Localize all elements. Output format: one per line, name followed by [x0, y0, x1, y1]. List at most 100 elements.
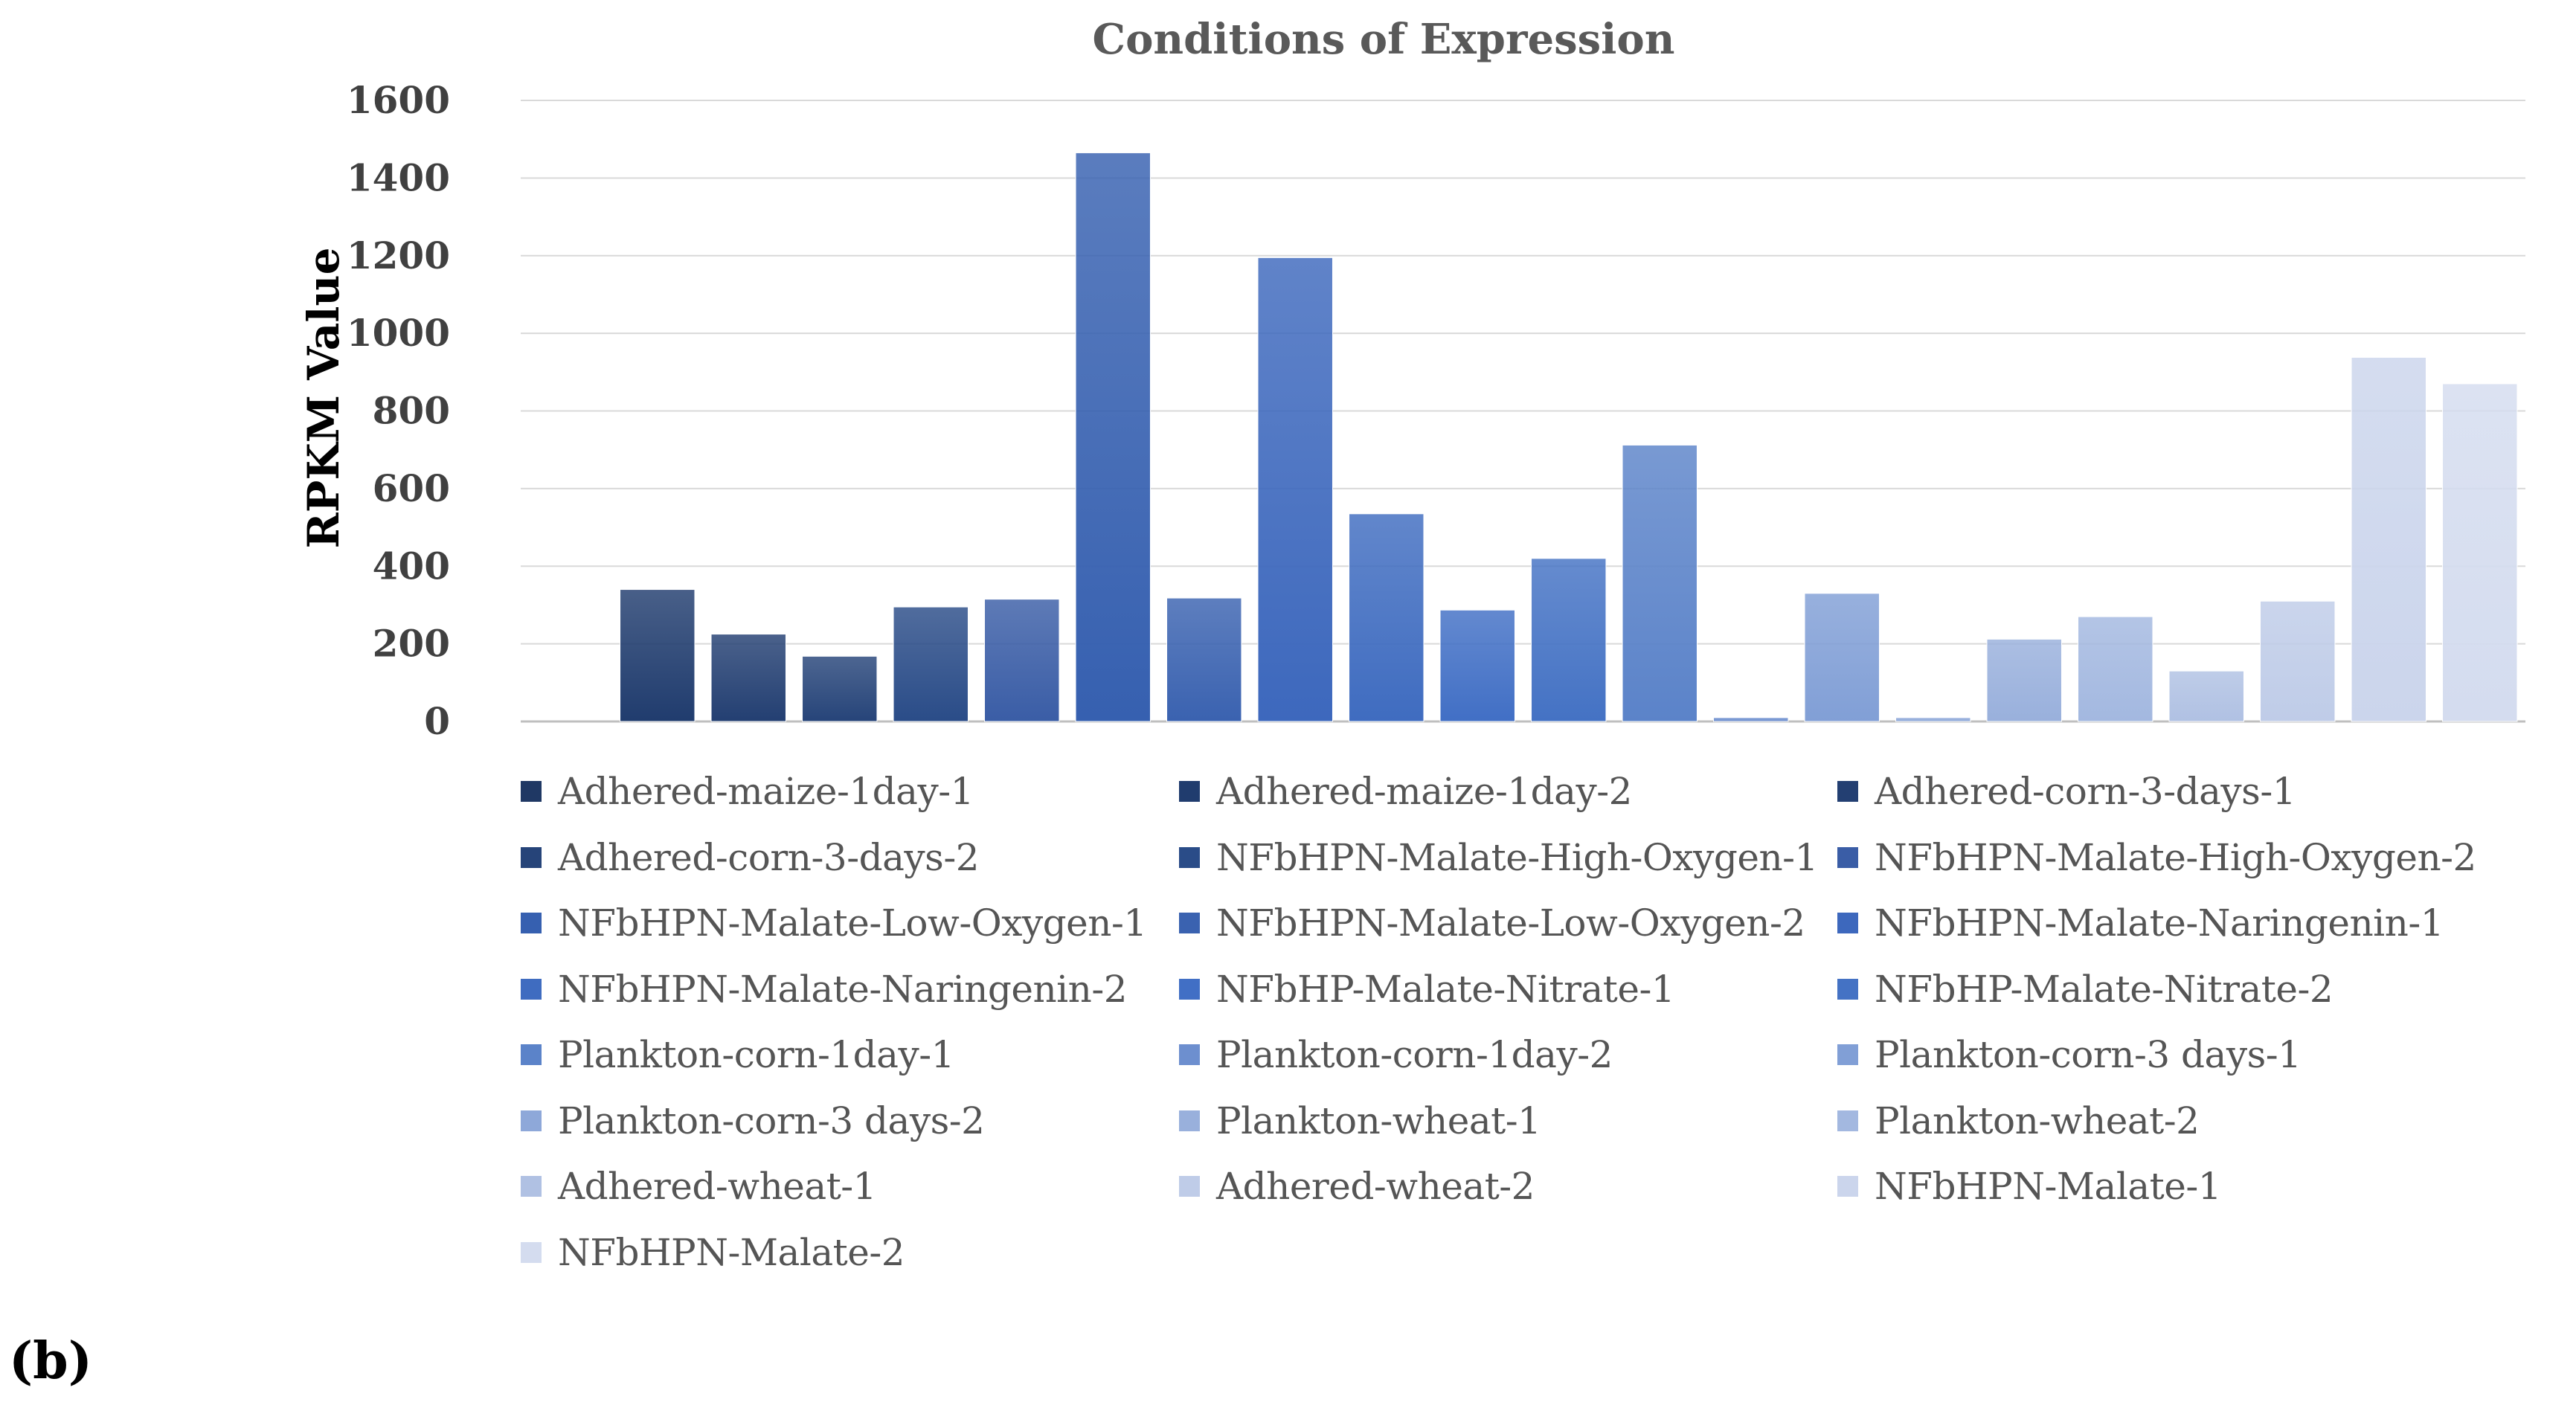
legend-swatch	[521, 913, 542, 934]
legend-label: Adhered-wheat-1	[558, 1165, 877, 1209]
legend-label: NFbHPN-Malate-1	[1875, 1165, 2222, 1209]
bar	[1531, 558, 1607, 722]
legend-item: Plankton-wheat-2	[1837, 1099, 2496, 1142]
legend-item: Plankton-wheat-1	[1179, 1099, 1837, 1142]
bar	[2442, 383, 2518, 722]
bar	[710, 634, 786, 722]
legend-label: Plankton-corn-1day-1	[558, 1033, 954, 1077]
legend-swatch	[1837, 913, 1858, 934]
legend-swatch	[1179, 1044, 1200, 1066]
legend-swatch	[1179, 781, 1200, 803]
legend-swatch	[1837, 1176, 1858, 1197]
legend-swatch	[521, 1241, 542, 1263]
legend-label: Plankton-corn-3 days-2	[558, 1099, 985, 1142]
bar	[1713, 717, 1789, 722]
y-tick-label: 200	[373, 622, 450, 666]
legend-item: NFbHPN-Malate-Low-Oxygen-1	[521, 901, 1179, 945]
bar	[1986, 638, 2062, 722]
y-axis-label: RPKM Value	[298, 248, 349, 549]
bar	[1166, 597, 1242, 722]
legend-item: Plankton-corn-3 days-2	[521, 1099, 1179, 1142]
y-tick-label: 1400	[347, 155, 450, 199]
legend-item: Adhered-corn-3-days-2	[521, 836, 1179, 879]
bar	[1439, 609, 1515, 722]
legend-label: Plankton-corn-1day-2	[1216, 1033, 1613, 1077]
bar	[2351, 356, 2426, 722]
bars	[620, 152, 2518, 722]
legend-label: Adhered-maize-1day-1	[558, 770, 974, 814]
legend-swatch	[521, 846, 542, 868]
legend-item: NFbHPN-Malate-Low-Oxygen-2	[1179, 901, 1837, 945]
legend-item: NFbHPN-Malate-High-Oxygen-1	[1179, 836, 1837, 879]
legend-swatch	[1179, 913, 1200, 934]
bar	[2078, 616, 2153, 722]
legend-swatch	[1179, 978, 1200, 1000]
y-tick-labels: 0 200 400 600 800 1000 1200 1400 1600	[347, 78, 450, 743]
legend-swatch	[1179, 1176, 1200, 1197]
legend-item: NFbHP-Malate-Nitrate-1	[1179, 968, 1837, 1011]
bar	[1349, 513, 1424, 722]
legend-item: NFbHPN-Malate-High-Oxygen-2	[1837, 836, 2496, 879]
legend-swatch	[521, 1044, 542, 1066]
legend-label: Adhered-corn-3-days-1	[1875, 770, 2296, 814]
legend-item: NFbHPN-Malate-Naringenin-2	[521, 968, 1179, 1011]
legend-swatch	[1837, 978, 1858, 1000]
bar	[1895, 717, 1971, 722]
legend-swatch	[521, 1176, 542, 1197]
legend-row: NFbHPN-Malate-Naringenin-2 NFbHP-Malate-N…	[521, 957, 2529, 1023]
legend-label: NFbHPN-Malate-Low-Oxygen-2	[1216, 901, 1805, 945]
bar	[1075, 152, 1151, 722]
legend-item: NFbHPN-Malate-1	[1837, 1165, 2496, 1208]
legend-label: Plankton-wheat-1	[1216, 1099, 1541, 1142]
legend-swatch	[1179, 846, 1200, 868]
legend-label: Adhered-wheat-2	[1216, 1165, 1535, 1209]
legend-item: Adhered-maize-1day-1	[521, 770, 1179, 813]
y-tick-label: 800	[373, 389, 450, 433]
legend-label: NFbHP-Malate-Nitrate-2	[1875, 967, 2334, 1011]
bar	[2260, 600, 2336, 722]
legend-item: NFbHP-Malate-Nitrate-2	[1837, 968, 2496, 1011]
gridlines	[521, 100, 2525, 723]
legend-row: Adhered-maize-1day-1 Adhered-maize-1day-2…	[521, 759, 2529, 825]
legend-swatch	[1179, 1110, 1200, 1131]
legend-item: Adhered-corn-3-days-1	[1837, 770, 2496, 813]
bar	[893, 606, 969, 722]
legend-row: Adhered-wheat-1 Adhered-wheat-2 NFbHPN-Mal…	[521, 1154, 2529, 1220]
chart-title: Conditions of Expression	[1093, 15, 1675, 64]
legend-swatch	[521, 978, 542, 1000]
panel-label: (b)	[9, 1331, 92, 1391]
legend-row: Adhered-corn-3-days-2 NFbHPN-Malate-High-…	[521, 825, 2529, 891]
bar	[2168, 670, 2244, 722]
legend-label: Adhered-maize-1day-2	[1216, 770, 1632, 814]
legend-label: Adhered-corn-3-days-2	[558, 835, 980, 879]
bar	[802, 655, 878, 722]
legend-swatch	[1837, 846, 1858, 868]
legend-label: NFbHPN-Malate-Naringenin-1	[1875, 901, 2444, 945]
legend-swatch	[521, 781, 542, 803]
bar	[984, 599, 1060, 722]
legend-row: NFbHPN-Malate-2	[521, 1220, 2529, 1286]
y-tick-label: 1600	[347, 78, 450, 122]
legend-swatch	[1837, 1110, 1858, 1131]
legend-label: NFbHP-Malate-Nitrate-1	[1216, 967, 1675, 1011]
y-tick-label: 1200	[347, 234, 450, 277]
legend-item: Adhered-wheat-1	[521, 1165, 1179, 1208]
legend-label: NFbHPN-Malate-2	[558, 1230, 905, 1274]
bar	[620, 589, 696, 722]
legend-item: Adhered-wheat-2	[1179, 1165, 1837, 1208]
legend-label: Plankton-wheat-2	[1875, 1099, 2200, 1142]
y-tick-label: 0	[424, 699, 450, 743]
bar	[1622, 444, 1697, 722]
legend-item: Plankton-corn-1day-2	[1179, 1033, 1837, 1076]
legend-label: NFbHPN-Malate-High-Oxygen-1	[1216, 835, 1818, 879]
legend-label: Plankton-corn-3 days-1	[1875, 1033, 2302, 1077]
legend-swatch	[521, 1110, 542, 1131]
bar	[1804, 593, 1880, 722]
legend-item: Adhered-maize-1day-2	[1179, 770, 1837, 813]
legend-item: NFbHPN-Malate-Naringenin-1	[1837, 901, 2496, 945]
legend-row: Plankton-corn-3 days-2 Plankton-wheat-1 Pl…	[521, 1088, 2529, 1154]
legend-item: Plankton-corn-1day-1	[521, 1033, 1179, 1076]
legend: Adhered-maize-1day-1 Adhered-maize-1day-2…	[521, 759, 2529, 1285]
